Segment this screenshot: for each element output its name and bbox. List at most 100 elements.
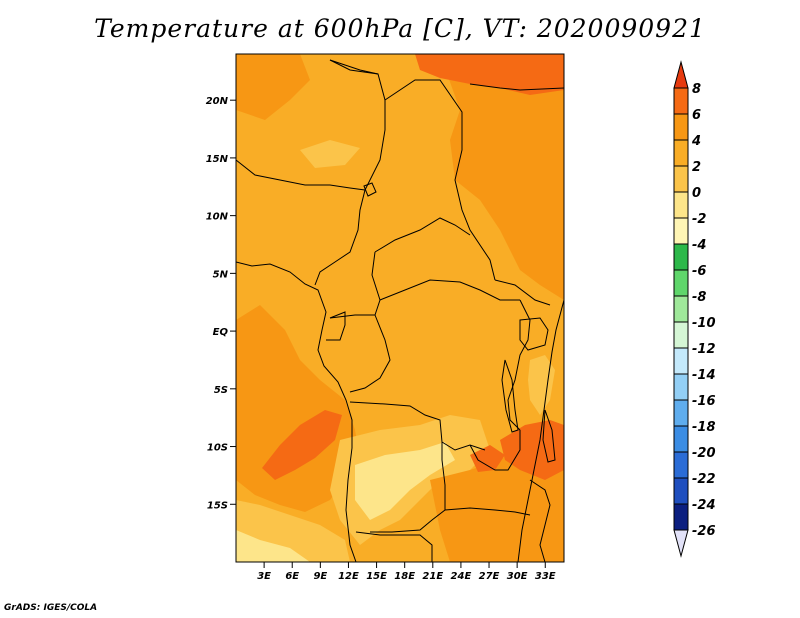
border-nigeria-niger (236, 159, 366, 191)
longitude-axis: 3E 6E 9E 12E 15E 18E 21E 24E 27E 30E 33E (257, 562, 556, 582)
country-borders (236, 59, 564, 562)
colorbar-box (673, 451, 689, 479)
colorbar-box (673, 347, 689, 375)
colorbar-label: -18 (692, 420, 716, 435)
colorbar-label: 8 (692, 82, 701, 97)
colorbar-box (673, 269, 689, 297)
colorbar-label: -6 (692, 264, 706, 279)
border-egypt-sudan (469, 83, 564, 91)
colorbar-label: -20 (692, 446, 716, 461)
border-angola-zambia (370, 442, 446, 533)
border-zambia-drc (469, 430, 521, 471)
map-frame (235, 53, 565, 563)
colorbar-label: -4 (692, 238, 706, 253)
colorbar-label: -8 (692, 290, 706, 305)
lat-tick-label: 20N (206, 96, 229, 107)
colorbar-label: -2 (692, 212, 706, 227)
border-mozambique (529, 479, 551, 562)
border-gabon (326, 311, 346, 341)
border-nigeria-cameroon (314, 189, 366, 286)
field-band-2to4-northeast (440, 54, 564, 300)
lon-tick-label: 6E (285, 571, 299, 582)
border-chad-sudan (384, 79, 496, 281)
colorbar-box (673, 321, 689, 349)
colorbar: 8 6 4 2 0 -2 -4 -6 -8 -10 -12 -14 -16 -18 -20 -22 -24 -26 (673, 60, 716, 558)
lon-tick-label: 30E (507, 571, 528, 582)
lake-malawi (542, 409, 556, 463)
colorbar-label: -12 (692, 342, 716, 357)
lon-tick-label: 15E (366, 571, 387, 582)
coastline-west-africa (236, 261, 357, 562)
border-drc-angola (349, 401, 486, 451)
colorbar-top-triangle (673, 60, 689, 89)
colorbar-box (673, 217, 689, 245)
border-libya-chad (329, 59, 379, 75)
field-band-minus2to0-south (355, 442, 455, 520)
colorbar-box (673, 139, 689, 167)
lon-tick-label: 3E (257, 571, 271, 582)
field-band-minus2to0-southwest-corner (236, 530, 310, 562)
lon-tick-label: 27E (479, 571, 500, 582)
border-chad-car (374, 217, 471, 253)
lat-tick-label: 10N (206, 212, 229, 223)
colorbar-bottom-triangle (673, 529, 689, 558)
border-zambia-zimbabwe (444, 507, 531, 516)
colorbar-box (673, 191, 689, 219)
colorbar-box (673, 425, 689, 453)
colorbar-box (673, 503, 689, 531)
temperature-field (236, 54, 564, 562)
lake-victoria (519, 317, 549, 351)
colorbar-label: 4 (691, 134, 701, 149)
colorbar-box (673, 113, 689, 141)
lat-tick-label: 15S (207, 500, 228, 511)
colorbar-label: -16 (692, 394, 716, 409)
colorbar-label: -24 (692, 498, 716, 513)
lon-tick-label: 18E (394, 571, 415, 582)
lat-tick-label: EQ (213, 327, 229, 338)
field-band-4to6-southeast (500, 420, 564, 480)
field-band-4to6-north (415, 54, 564, 95)
lat-tick-label: 10S (207, 443, 228, 454)
lake-chad (363, 182, 377, 197)
lon-tick-label: 12E (338, 571, 359, 582)
latitude-axis: 20N 15N 10N 5N EQ 5S 10S 15S (206, 96, 236, 511)
colorbar-label: -10 (692, 316, 716, 331)
field-band-0to2-east (528, 355, 555, 415)
lon-tick-label: 9E (313, 571, 327, 582)
lat-tick-label: 5S (214, 385, 228, 396)
border-lakes-east (507, 299, 531, 431)
colorbar-label: 6 (692, 108, 701, 123)
border-car-drc (379, 279, 520, 301)
border-namibia (355, 531, 433, 562)
colorbar-box (673, 87, 689, 115)
field-band-2to4-west (236, 305, 360, 512)
colorbar-box (673, 165, 689, 193)
colorbar-label: -26 (692, 524, 716, 539)
colorbar-box (673, 295, 689, 323)
border-south-sudan-uganda (494, 279, 551, 306)
lon-tick-label: 21E (422, 571, 443, 582)
colorbar-box (673, 243, 689, 271)
colorbar-box (673, 399, 689, 427)
chart-title: Temperature at 600hPa [C], VT: 202009092… (94, 14, 706, 43)
field-band-0to2-sahel (300, 140, 360, 168)
colorbar-box (673, 477, 689, 505)
border-congo-drc (349, 314, 391, 393)
lat-tick-label: 5N (213, 269, 229, 280)
field-band-2to4-northwest (236, 54, 310, 120)
field-band-4to6-southwest (262, 410, 342, 480)
colorbar-label: 2 (692, 160, 701, 175)
lat-tick-label: 15N (206, 154, 229, 165)
colorbar-label: 0 (692, 186, 701, 201)
lon-tick-label: 33E (535, 571, 556, 582)
lake-tanganyika (501, 359, 519, 433)
border-cameroon-car (329, 251, 381, 319)
lon-tick-label: 24E (451, 571, 472, 582)
colorbar-label: -14 (692, 368, 716, 383)
colorbar-label: -22 (692, 472, 716, 487)
colorbar-box (673, 373, 689, 401)
coastline-east-africa (517, 299, 564, 562)
field-band-4to6-lake-region (470, 445, 505, 472)
grads-credit: GrADS: IGES/COLA (4, 603, 98, 613)
